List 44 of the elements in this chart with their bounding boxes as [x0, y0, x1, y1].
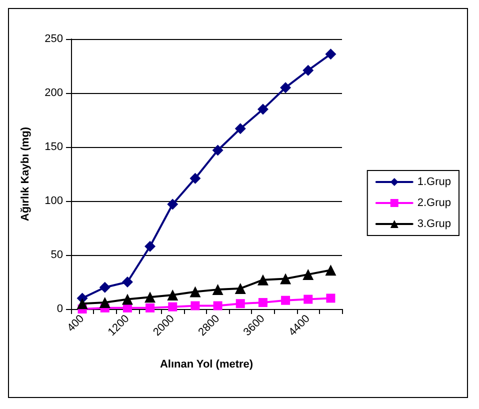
y-tick-label: 50 [50, 249, 63, 261]
point [325, 264, 336, 276]
point [280, 273, 292, 284]
point [257, 104, 268, 115]
point [281, 296, 290, 305]
legend-label: 3.Grup [417, 218, 452, 230]
point [234, 123, 246, 134]
point [213, 301, 222, 310]
point [99, 297, 110, 308]
point [325, 48, 336, 60]
point [212, 284, 224, 296]
point [122, 294, 133, 305]
point [146, 303, 155, 312]
point [234, 282, 246, 294]
y-tick-label: 0 [56, 303, 63, 315]
point [167, 198, 178, 210]
y-axis-title: Ağırlık Kaybı (mg) [20, 126, 32, 222]
point [304, 294, 313, 304]
point [167, 289, 178, 300]
point [122, 276, 133, 288]
y-tick-label: 150 [44, 141, 63, 153]
y-tick-label: 200 [44, 87, 63, 99]
legend-label: 2.Grup [417, 197, 452, 209]
point [258, 298, 268, 308]
point [302, 64, 314, 76]
legend-label: 1.Grup [417, 176, 452, 188]
point [302, 268, 314, 280]
x-tick-label: 400 [65, 312, 87, 334]
point [168, 302, 178, 312]
point [236, 299, 245, 308]
point [257, 274, 268, 286]
point [144, 292, 156, 303]
y-tick-label: 100 [44, 195, 63, 207]
point [326, 294, 336, 303]
point [190, 301, 200, 310]
point [212, 144, 224, 156]
point [190, 172, 201, 184]
point [190, 286, 201, 298]
point [76, 298, 88, 310]
x-axis-title: Alınan Yol (metre) [160, 358, 254, 370]
point [144, 240, 156, 252]
point [99, 282, 110, 293]
y-tick-label: 250 [44, 33, 63, 45]
point [280, 82, 292, 94]
